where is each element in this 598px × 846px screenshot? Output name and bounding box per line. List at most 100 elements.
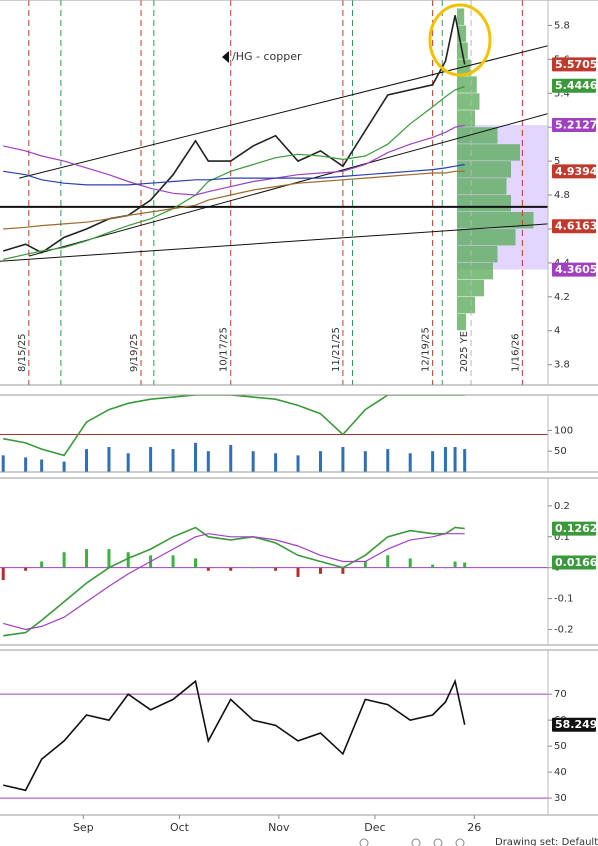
y-tick-label: 5 — [554, 156, 560, 167]
y-tick-label: 0.2 — [554, 501, 570, 512]
price-tag — [552, 57, 596, 72]
volume-profile-bar — [457, 127, 498, 144]
series-line — [3, 395, 465, 457]
price-tag — [552, 164, 596, 179]
bar — [363, 561, 367, 568]
volume-profile-bar — [457, 313, 466, 331]
bar — [443, 447, 447, 472]
bar — [107, 549, 111, 568]
bar — [408, 558, 412, 568]
bar — [251, 567, 255, 569]
toolbar: Drawing set: Default — [359, 837, 598, 846]
y-tick-label: 40 — [554, 767, 567, 778]
toolbar-icon — [455, 838, 465, 846]
bar — [40, 459, 44, 472]
toolbar-text: Drawing set: Default — [495, 837, 598, 846]
bar — [85, 449, 89, 472]
bar — [363, 451, 367, 472]
price-tag-label: 5.4446 — [555, 79, 598, 92]
y-tick-label: -0.2 — [554, 625, 574, 636]
series-line — [2, 15, 466, 254]
y-tick-label: 3.8 — [554, 360, 570, 371]
toolbar-icon — [433, 838, 443, 846]
bar — [126, 453, 130, 472]
volume-profile-bar — [457, 8, 465, 25]
bar — [274, 453, 278, 472]
bar — [62, 552, 66, 568]
volume-profile-bar — [457, 178, 507, 195]
y-tick-label: 100 — [554, 425, 573, 436]
volume-profile-bar — [457, 161, 511, 178]
bar — [318, 567, 322, 574]
bar — [463, 562, 467, 568]
price-tag-label: 4.9394 — [555, 165, 598, 178]
bar — [431, 451, 435, 472]
highlight-circle — [428, 3, 492, 77]
series-line — [3, 170, 465, 230]
series-line — [3, 678, 466, 792]
x-tick-label: Nov — [268, 821, 290, 834]
price-tag-label: 58.2496 — [555, 718, 598, 731]
bar — [229, 444, 233, 472]
trend-line — [19, 45, 548, 179]
price-tag — [552, 717, 596, 732]
bar — [193, 558, 197, 568]
volume-profile-bar — [457, 144, 520, 161]
price-tag — [552, 555, 596, 570]
y-tick-label: 4.2 — [554, 292, 570, 303]
price-tag-label: 4.6163 — [555, 220, 597, 233]
y-tick-label: 4 — [554, 326, 560, 337]
bar — [341, 567, 345, 574]
bar — [1, 455, 5, 472]
bar — [408, 453, 412, 472]
y-tick-label: 0.1 — [554, 532, 570, 543]
price-tag-label: 4.3605 — [555, 263, 597, 276]
volume-profile-bar — [457, 110, 475, 127]
bar — [171, 555, 175, 568]
price-tag — [552, 262, 596, 277]
bar — [193, 442, 197, 472]
x-tick-label: Sep — [73, 821, 94, 834]
date-marker-label: 9/19/25 — [129, 333, 140, 372]
volume-profile-bar — [457, 25, 466, 42]
bar — [453, 561, 457, 568]
price-tag-label: 5.5705 — [555, 58, 597, 71]
price-tag — [552, 78, 596, 93]
y-tick-label: 4.8 — [554, 190, 570, 201]
price-tag-label: 5.2127 — [555, 119, 597, 132]
bar — [126, 552, 130, 568]
y-tick-label: -0.1 — [554, 594, 574, 605]
bar — [453, 447, 457, 472]
price-tag-label: 0.12626 — [555, 522, 598, 535]
price-tag — [552, 521, 596, 536]
toolbar-icon — [411, 838, 421, 846]
date-marker-label: 2025 YE — [459, 331, 470, 372]
x-tick-label: 26 — [467, 821, 481, 834]
bar — [62, 461, 66, 472]
bar — [40, 561, 44, 568]
y-tick-label: 5.4 — [554, 88, 570, 99]
y-tick-label: 50 — [554, 741, 567, 752]
bar — [386, 555, 390, 568]
trend-line — [0, 223, 548, 262]
x-tick-label: Oct — [170, 821, 190, 834]
volume-profile-bar — [457, 279, 484, 297]
volume-profile-bar — [457, 195, 511, 212]
bar — [318, 451, 322, 472]
volume-profile-bar — [457, 228, 516, 246]
price-tag — [552, 219, 596, 234]
volume-profile-bar — [457, 296, 475, 314]
date-marker-label: 10/17/25 — [219, 327, 230, 372]
volume-profile-bar — [457, 262, 493, 280]
price-tag — [552, 118, 596, 133]
bar — [229, 567, 233, 571]
date-marker-label: 11/21/25 — [331, 327, 342, 372]
bar — [431, 564, 435, 568]
bar — [107, 447, 111, 472]
bar — [274, 567, 278, 571]
panel — [0, 395, 548, 472]
x-tick-label: Dec — [364, 821, 385, 834]
series-line — [3, 526, 465, 637]
toolbar-icon — [359, 838, 369, 846]
